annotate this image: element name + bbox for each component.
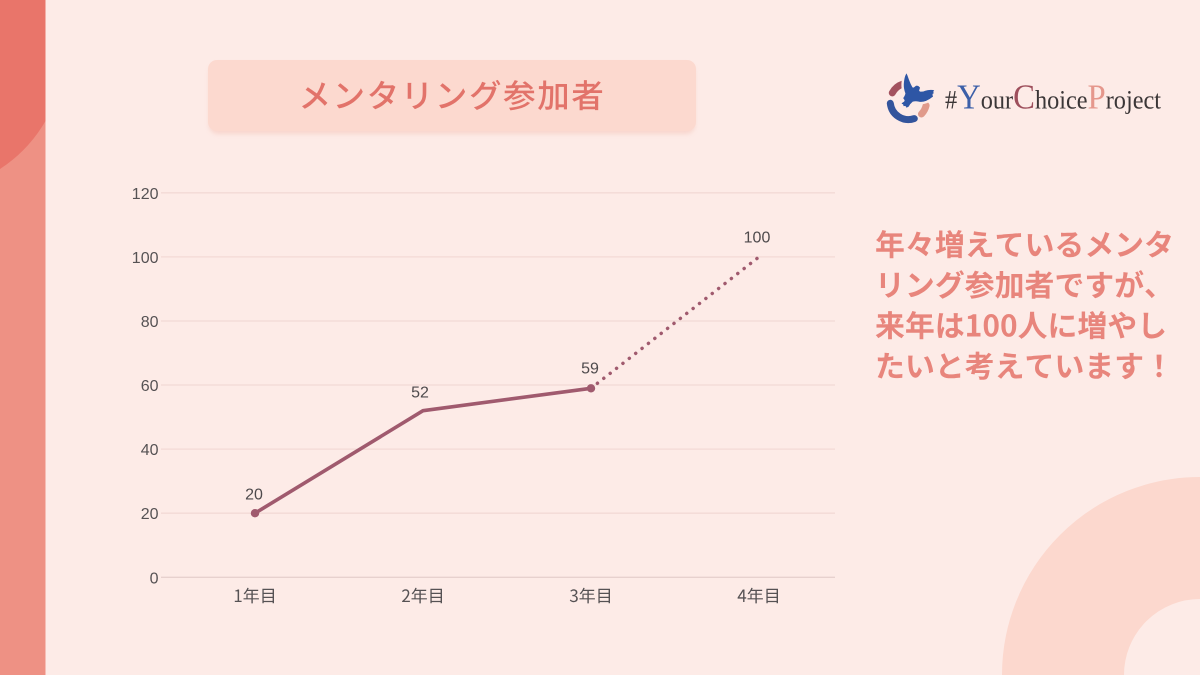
svg-text:60: 60 — [141, 378, 159, 395]
svg-text:20: 20 — [141, 506, 159, 523]
svg-text:100: 100 — [132, 250, 159, 267]
svg-text:100: 100 — [744, 230, 771, 247]
svg-text:20: 20 — [245, 487, 263, 504]
svg-text:120: 120 — [132, 186, 159, 203]
svg-text:80: 80 — [141, 314, 159, 331]
svg-text:40: 40 — [141, 442, 159, 459]
svg-text:59: 59 — [581, 361, 599, 378]
svg-text:0: 0 — [150, 570, 159, 587]
svg-text:52: 52 — [411, 385, 429, 402]
